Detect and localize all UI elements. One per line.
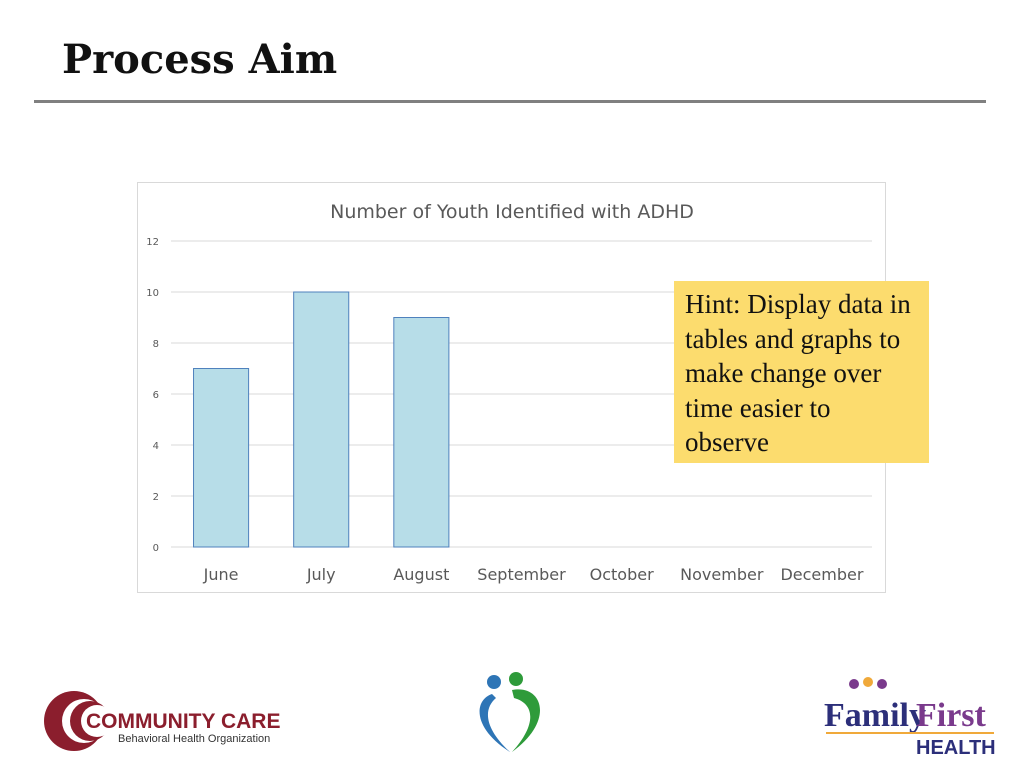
bar [293,291,350,548]
y-tick-label: 4 [153,441,159,452]
x-tick-label: August [393,565,449,584]
slide-title: Process Aim [62,36,338,83]
bar-chart: Number of Youth Identified with ADHD 0 2 4… [146,201,872,584]
community-care-subtitle: Behavioral Health Organization [118,733,270,745]
x-tick-label: June [203,565,239,584]
community-care-name: COMMUNITY CARE [86,710,280,733]
y-tick-label: 10 [146,288,159,299]
bar [393,317,450,548]
x-tick-label: July [306,565,336,584]
bar [193,368,250,548]
x-tick-label: November [680,565,764,584]
title-divider [34,100,986,103]
family-first-name-b: First [916,697,987,734]
hint-callout: Hint: Display data in tables and graphs … [674,281,929,463]
x-tick-label: October [590,565,654,584]
y-tick-label: 12 [146,237,159,248]
chart-title: Number of Youth Identified with ADHD [330,201,694,223]
heart-people-logo [479,672,540,752]
family-first-name-a: Family [824,697,926,734]
family-first-health-logo: Family First HEALTH [824,677,996,758]
family-first-health-label: HEALTH [916,737,996,758]
y-tick-label: 0 [153,543,159,554]
x-tick-label: September [477,565,566,584]
community-care-logo: COMMUNITY CARE Behavioral Health Organiz… [44,691,280,751]
y-tick-label: 6 [153,390,159,401]
y-tick-label: 8 [153,339,159,350]
x-tick-label: December [780,565,863,584]
y-tick-label: 2 [153,492,159,503]
